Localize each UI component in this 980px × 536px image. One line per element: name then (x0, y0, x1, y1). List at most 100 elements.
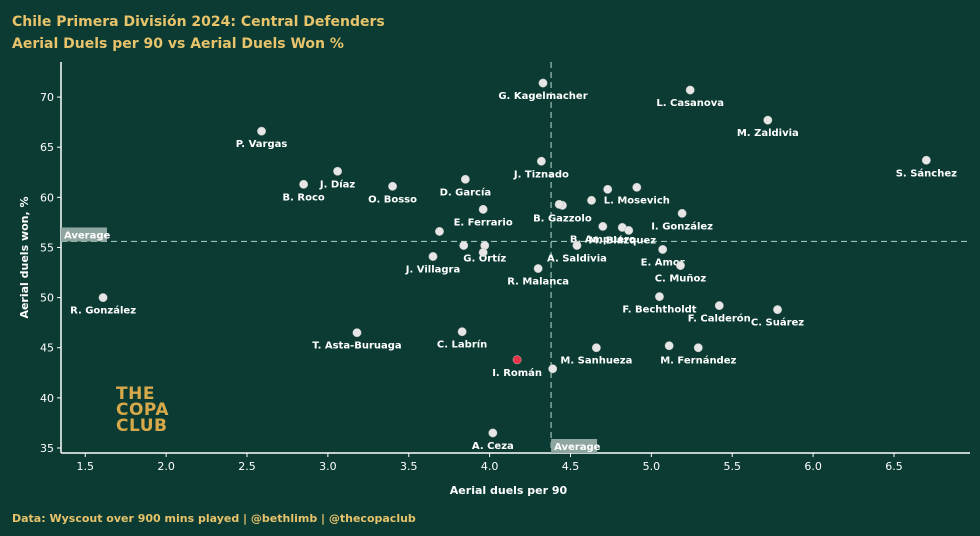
data-point (554, 199, 564, 209)
point-label: F. Calderón (688, 313, 751, 325)
y-axis-label: Aerial duels won, % (18, 196, 31, 318)
x-tick-label: 4.5 (562, 460, 580, 473)
footer-credits: Data: Wyscout over 900 mins played | @be… (12, 512, 416, 525)
data-point (685, 85, 695, 95)
point-label: C. Suárez (751, 317, 804, 329)
data-point (603, 184, 613, 194)
data-point (299, 179, 309, 189)
x-tick-label: 2.5 (238, 460, 256, 473)
chart-title: Chile Primera División 2024: Central Def… (12, 14, 385, 30)
point-label: M. Sanhueza (560, 356, 632, 367)
data-point (676, 261, 685, 270)
point-label: M. Blázquez (588, 234, 656, 246)
point-label: I. Román (492, 367, 542, 379)
data-point (548, 364, 558, 374)
x-tick-label: 6.0 (804, 460, 822, 473)
data-point (428, 252, 438, 261)
x-tick-label: 3.5 (400, 460, 418, 473)
data-point (388, 181, 398, 191)
data-point (763, 115, 773, 125)
data-point (460, 174, 470, 184)
point-label: O. Bosso (368, 194, 417, 205)
data-point (538, 78, 548, 88)
data-point (598, 221, 608, 231)
data-point (257, 126, 267, 136)
data-point (435, 226, 444, 236)
point-label: A. Saldivia (547, 253, 607, 264)
x-tick-label: 3.0 (319, 460, 337, 473)
x-tick-label: 6.5 (885, 460, 903, 473)
data-point (677, 208, 687, 218)
point-label: G. Kagelmacher (498, 91, 587, 102)
logo-line: THE (116, 384, 155, 404)
data-point (572, 241, 582, 250)
data-point (658, 245, 668, 254)
point-label: M. Zaldivia (737, 128, 799, 139)
average-y-label: Average (64, 230, 111, 241)
average-x-label: Average (554, 442, 601, 453)
point-label: R. Malanca (507, 277, 569, 288)
point-label: B. Roco (282, 192, 324, 203)
y-tick-label: 45 (40, 342, 54, 355)
point-label: J. Díaz (319, 178, 355, 190)
point-label: B. Ampuero (570, 234, 636, 245)
point-label: L. Casanova (656, 98, 724, 109)
point-label: S. Sánchez (896, 167, 957, 179)
point-label: T. Asta-Buruaga (312, 341, 401, 352)
y-tick-label: 35 (40, 442, 54, 455)
data-point (624, 225, 634, 235)
data-point (352, 328, 362, 338)
point-label: E. Ferrario (454, 217, 513, 228)
y-tick-label: 60 (40, 191, 54, 204)
x-tick-label: 5.5 (723, 460, 741, 473)
data-point (655, 292, 664, 302)
x-tick-label: 5.0 (643, 460, 661, 473)
data-point (714, 301, 724, 311)
average-y-label-box (61, 227, 107, 242)
point-label: J. Villagra (405, 264, 460, 275)
data-point (921, 155, 931, 165)
x-axis-label: Aerial duels per 90 (450, 484, 568, 497)
data-point (457, 327, 467, 337)
point-label: E. Amor (641, 257, 685, 268)
point-label: A. Ceza (472, 441, 514, 452)
logo-line: COPA (116, 400, 169, 420)
logo-line: CLUB (116, 416, 168, 436)
x-tick-label: 4.0 (481, 460, 499, 473)
point-label: F. Bechtholdt (622, 305, 696, 316)
point-label: J. Tiznado (513, 169, 569, 180)
point-label: C. Muñoz (655, 274, 707, 285)
data-point (459, 241, 469, 250)
y-tick-label: 65 (40, 141, 54, 154)
data-point (488, 428, 498, 438)
point-label: D. García (440, 186, 492, 198)
data-point (632, 182, 642, 192)
x-tick-label: 1.5 (77, 460, 95, 473)
y-tick-label: 40 (40, 392, 54, 405)
chart-subtitle: Aerial Duels per 90 vs Aerial Duels Won … (12, 36, 344, 52)
point-label: B. Gazzolo (533, 213, 592, 224)
point-label: M. Fernández (660, 355, 736, 367)
point-label: I. González (651, 220, 713, 232)
data-point (333, 166, 343, 176)
point-label: G. Ortíz (463, 252, 506, 264)
data-point (693, 343, 703, 353)
point-label: P. Vargas (236, 139, 288, 150)
copa-club-logo: THE COPA CLUB (116, 384, 169, 436)
data-point (478, 248, 488, 257)
point-label: C. Labrín (437, 339, 487, 351)
point-label: L. Mosevich (604, 195, 670, 206)
y-tick-label: 55 (40, 241, 54, 254)
data-point (664, 341, 674, 351)
data-point (533, 264, 543, 273)
y-tick-label: 50 (40, 292, 54, 305)
data-point (536, 156, 546, 166)
data-point (98, 293, 108, 303)
highlighted-point (512, 355, 522, 365)
x-tick-label: 2.0 (157, 460, 175, 473)
y-tick-label: 70 (40, 91, 54, 104)
data-point (591, 343, 601, 353)
point-label: R. González (70, 305, 136, 317)
average-x-label-box (551, 439, 598, 453)
